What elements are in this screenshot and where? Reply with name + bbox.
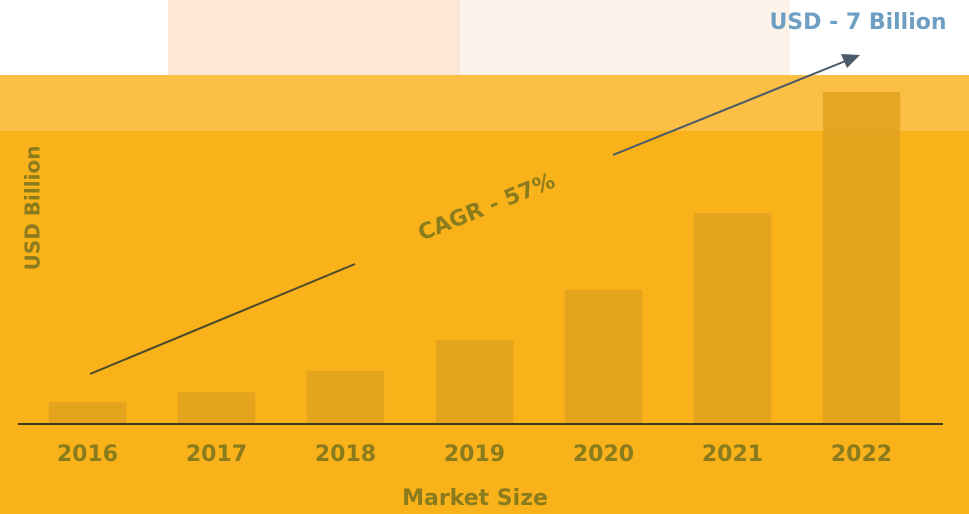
x-tick-label: 2021 bbox=[702, 442, 763, 467]
trend-arrow bbox=[89, 263, 356, 375]
bar bbox=[822, 92, 901, 424]
panel bbox=[0, 75, 969, 514]
bar bbox=[177, 392, 256, 424]
y-axis-label: USD Billion bbox=[21, 146, 45, 271]
bar bbox=[306, 370, 385, 424]
bar bbox=[48, 402, 127, 424]
bars bbox=[48, 92, 901, 424]
arrow-head bbox=[841, 54, 860, 68]
bar bbox=[564, 289, 643, 424]
x-tick-label: 2017 bbox=[186, 442, 247, 467]
bar bbox=[693, 212, 772, 424]
x-tick-label: 2018 bbox=[315, 442, 376, 467]
x-tick-label: 2016 bbox=[57, 442, 118, 467]
decor-block bbox=[460, 0, 790, 80]
x-tick-label: 2019 bbox=[444, 442, 505, 467]
bar bbox=[435, 340, 514, 424]
panel-band bbox=[0, 75, 969, 131]
decor-block bbox=[168, 0, 460, 80]
annotation: USD - 7 Billion bbox=[769, 10, 946, 35]
x-axis-label: Market Size bbox=[402, 486, 548, 511]
x-tick-label: 2022 bbox=[831, 442, 892, 467]
x-tick-label: 2020 bbox=[573, 442, 634, 467]
trend-arrow bbox=[612, 59, 849, 156]
